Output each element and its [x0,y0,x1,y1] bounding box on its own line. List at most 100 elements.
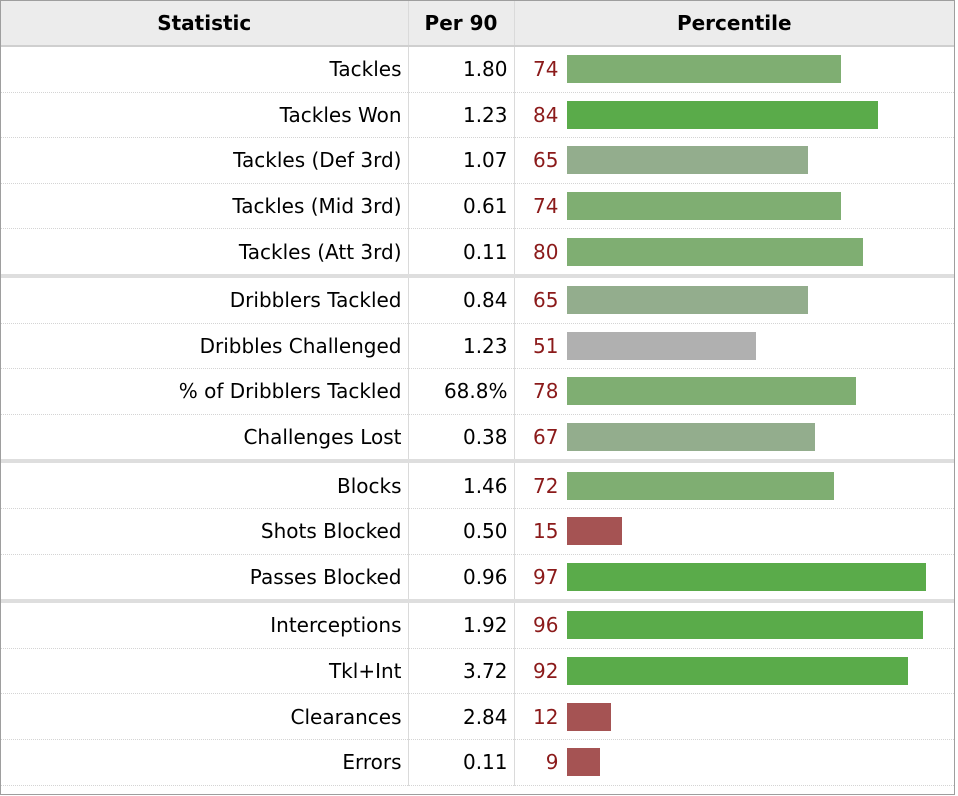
percentile-bar [566,377,856,406]
percentile-bar [566,702,612,731]
percentile-cell: 12 [513,693,954,740]
stat-label: Tackles Won [1,92,408,139]
percentile-bar-track [566,55,938,84]
group-separator-cell [1,459,954,464]
group-separator [1,459,954,464]
percentile-bar [566,192,842,221]
percentile-value: 72 [533,473,559,498]
header-per90[interactable]: Per 90 [407,1,514,47]
percentile-bar-track [566,146,938,175]
stat-label: Tkl+Int [1,648,408,695]
percentile-value: 65 [533,148,559,173]
percentile-bar [566,331,756,360]
stat-label: Dribblers Tackled [1,277,408,324]
percentile-value: 9 [545,750,559,775]
per90-value: 0.38 [407,414,514,460]
stat-label: Tackles (Att 3rd) [238,239,402,264]
percentile-cell: 15 [513,508,954,555]
percentile-bar [566,562,927,591]
table-row: Tackles (Def 3rd) 1.07 65 [1,137,954,184]
percentile-bar [566,471,834,500]
percentile-bar [566,657,908,686]
percentile-bar-track [566,423,938,452]
percentile-bar [566,423,816,452]
table-row: Tackles 1.80 74 [1,46,954,93]
percentile-value: 92 [533,659,559,684]
percentile-cell: 96 [513,603,954,649]
table-row: Clearances 2.84 12 [1,693,954,740]
percentile-cell: 80 [513,228,954,274]
group-separator-cell [1,273,954,278]
per90-value: 0.61 [407,183,514,230]
per90-value: 68.8% [407,368,514,415]
percentile-bar-track [566,562,938,591]
percentile-bar-track [566,237,938,266]
per90-value: 0.50 [407,508,514,555]
percentile-cell: 65 [513,137,954,184]
percentile-cell: 51 [513,323,954,370]
percentile-value: 15 [533,519,559,544]
percentile-cell: 72 [513,463,954,509]
percentile-bar [566,55,842,84]
per90-value: 0.11 [407,739,514,786]
per90-value: 2.84 [407,693,514,740]
percentile-value: 78 [533,379,559,404]
percentile-bar [566,517,623,546]
percentile-bar [566,286,808,315]
header-statistic[interactable]: Statistic [1,1,408,47]
stat-label: Tackles (Mid 3rd) [1,183,408,230]
per90-value: 1.23 [407,92,514,139]
percentile-value: 97 [533,564,559,589]
table-body: Tackles 1.80 74 Tackles Won 1.23 84 Tackles (D… [1,46,954,786]
percentile-value: 67 [533,425,559,450]
percentile-bar-track [566,702,938,731]
percentile-bar-track [566,657,938,686]
per90-value: 3.72 [407,648,514,695]
group-separator [1,599,954,604]
per90-value: 1.23 [407,323,514,370]
percentile-bar [566,748,600,777]
per90-value: 0.84 [407,277,514,324]
percentile-bar-track [566,611,938,640]
stat-label: Shots Blocked [1,508,408,555]
header-percentile[interactable]: Percentile [513,1,954,47]
percentile-cell: 74 [513,46,954,93]
per90-value: 1.07 [407,137,514,184]
percentile-cell: 74 [513,183,954,230]
table-row: Tackles (Mid 3rd) 0.61 74 [1,183,954,230]
per90-value: 1.80 [407,46,514,93]
percentile-bar-track [566,517,938,546]
percentile-bar-track [566,192,938,221]
per90-value: 0.96 [407,554,514,600]
per90-value: 0.11 [407,228,514,274]
stat-label: % of Dribblers Tackled [1,368,408,415]
percentile-cell: 92 [513,648,954,695]
table-row: Dribblers Tackled 0.84 65 [1,277,954,324]
stat-label: Passes Blocked [249,564,402,589]
stat-label: Errors [1,739,408,786]
table-row: Blocks 1.46 72 [1,463,954,509]
percentile-bar-track [566,471,938,500]
table-row: Tackles Won 1.23 84 [1,92,954,139]
percentile-bar [566,146,808,175]
percentile-value: 84 [533,102,559,127]
stat-label: Blocks [1,463,408,509]
percentile-cell: 78 [513,368,954,415]
percentile-cell: 65 [513,277,954,324]
table-row: Tkl+Int 3.72 92 [1,648,954,695]
header-row: Statistic Per 90 Percentile [1,1,954,47]
percentile-bar-track [566,748,938,777]
percentile-value: 96 [533,613,559,638]
table-row: Challenges Lost 0.38 67 [1,414,954,460]
stat-label: Clearances [1,693,408,740]
table-row: Passes Blocked 0.96 97 [1,554,954,600]
stat-label: Tackles (Def 3rd) [1,137,408,184]
stat-label: Challenges Lost [243,425,402,450]
table-row: Tackles (Att 3rd) 0.11 80 [1,228,954,274]
percentile-value: 74 [533,194,559,219]
percentile-bar-track [566,331,938,360]
percentile-cell: 67 [513,414,954,460]
percentile-value: 80 [533,239,559,264]
